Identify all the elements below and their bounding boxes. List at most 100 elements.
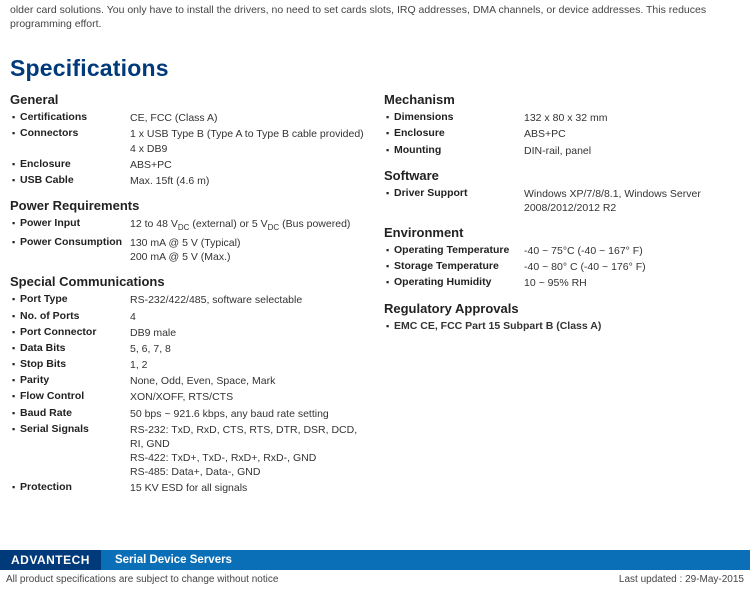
value-line: RS-232: TxD, RxD, CTS, RTS, DTR, DSR, DC… bbox=[130, 424, 357, 450]
value: Max. 15ft (4.6 m) bbox=[130, 174, 209, 188]
label: Operating Temperature bbox=[394, 244, 524, 256]
value-line: RS-422: TxD+, TxD-, RxD+, RxD-, GND bbox=[130, 452, 316, 464]
label: Baud Rate bbox=[20, 407, 130, 419]
value: 130 mA @ 5 V (Typical) 200 mA @ 5 V (Max… bbox=[130, 236, 240, 264]
value: RS-232: TxD, RxD, CTS, RTS, DTR, DSR, DC… bbox=[130, 423, 360, 480]
label: Serial Signals bbox=[20, 423, 130, 435]
row-dimensions: ▪ Dimensions 132 x 80 x 32 mm bbox=[384, 111, 740, 125]
label: No. of Ports bbox=[20, 310, 130, 322]
label: Operating Humidity bbox=[394, 276, 524, 288]
spec-columns: General ▪ Certifications CE, FCC (Class … bbox=[10, 92, 740, 497]
row-connectors: ▪ Connectors 1 x USB Type B (Type A to T… bbox=[10, 127, 366, 155]
bullet-icon: ▪ bbox=[384, 320, 394, 332]
row-flow-control: ▪ Flow Control XON/XOFF, RTS/CTS bbox=[10, 390, 366, 404]
label: Port Connector bbox=[20, 326, 130, 338]
label: Stop Bits bbox=[20, 358, 130, 370]
bullet-icon: ▪ bbox=[10, 342, 20, 353]
value: None, Odd, Even, Space, Mark bbox=[130, 374, 275, 388]
bullet-icon: ▪ bbox=[10, 174, 20, 185]
row-parity: ▪ Parity None, Odd, Even, Space, Mark bbox=[10, 374, 366, 388]
value: RS-232/422/485, software selectable bbox=[130, 293, 302, 307]
row-st-temp: ▪ Storage Temperature -40 ~ 80° C (-40 ~… bbox=[384, 260, 740, 274]
bullet-icon: ▪ bbox=[384, 244, 394, 255]
footer-disclaimer: All product specifications are subject t… bbox=[6, 574, 278, 585]
label: Flow Control bbox=[20, 390, 130, 402]
value: 50 bps ~ 921.6 kbps, any baud rate setti… bbox=[130, 407, 329, 421]
bullet-icon: ▪ bbox=[10, 390, 20, 401]
section-software: Software bbox=[384, 168, 740, 183]
row-serial-signals: ▪ Serial Signals RS-232: TxD, RxD, CTS, … bbox=[10, 423, 366, 480]
intro-text: older card solutions. You only have to i… bbox=[10, 4, 740, 37]
value: ABS+PC bbox=[130, 158, 172, 172]
value: DIN-rail, panel bbox=[524, 144, 591, 158]
value: -40 ~ 75°C (-40 ~ 167° F) bbox=[524, 244, 643, 258]
label: Enclosure bbox=[20, 158, 130, 170]
value-line: 4 x DB9 bbox=[130, 143, 167, 155]
bullet-icon: ▪ bbox=[10, 423, 20, 434]
bullet-icon: ▪ bbox=[10, 127, 20, 138]
value-line: 130 mA @ 5 V (Typical) bbox=[130, 237, 240, 249]
row-num-ports: ▪ No. of Ports 4 bbox=[10, 310, 366, 324]
brand-logo: ADVANTECH bbox=[0, 550, 101, 570]
bullet-icon: ▪ bbox=[384, 260, 394, 271]
row-port-connector: ▪ Port Connector DB9 male bbox=[10, 326, 366, 340]
value: 10 ~ 95% RH bbox=[524, 276, 587, 290]
row-usb-cable: ▪ USB Cable Max. 15ft (4.6 m) bbox=[10, 174, 366, 188]
label: Certifications bbox=[20, 111, 130, 123]
footer-bar: ADVANTECH Serial Device Servers bbox=[0, 550, 750, 570]
row-baud-rate: ▪ Baud Rate 50 bps ~ 921.6 kbps, any bau… bbox=[10, 407, 366, 421]
value: DB9 male bbox=[130, 326, 176, 340]
section-power: Power Requirements bbox=[10, 198, 366, 213]
specifications-title: Specifications bbox=[10, 55, 740, 82]
bullet-icon: ▪ bbox=[10, 217, 20, 228]
right-column: Mechanism ▪ Dimensions 132 x 80 x 32 mm … bbox=[384, 92, 740, 497]
value: Windows XP/7/8/8.1, Windows Server 2008/… bbox=[524, 187, 724, 215]
row-enclosure-r: ▪ Enclosure ABS+PC bbox=[384, 127, 740, 141]
footer-updated: Last updated : 29-May-2015 bbox=[619, 574, 744, 585]
section-special: Special Communications bbox=[10, 274, 366, 289]
row-op-temp: ▪ Operating Temperature -40 ~ 75°C (-40 … bbox=[384, 244, 740, 258]
bullet-icon: ▪ bbox=[10, 374, 20, 385]
label: Power Input bbox=[20, 217, 130, 229]
label: Mounting bbox=[394, 144, 524, 156]
footer-note: All product specifications are subject t… bbox=[0, 570, 750, 591]
label: Data Bits bbox=[20, 342, 130, 354]
value: 12 to 48 VDC (external) or 5 VDC (Bus po… bbox=[130, 217, 350, 234]
label: USB Cable bbox=[20, 174, 130, 186]
row-certifications: ▪ Certifications CE, FCC (Class A) bbox=[10, 111, 366, 125]
row-protection: ▪ Protection 15 KV ESD for all signals bbox=[10, 481, 366, 495]
value-line: RS-485: Data+, Data-, GND bbox=[130, 466, 260, 478]
bullet-icon: ▪ bbox=[10, 407, 20, 418]
label: Storage Temperature bbox=[394, 260, 524, 272]
value: -40 ~ 80° C (-40 ~ 176° F) bbox=[524, 260, 646, 274]
label: Parity bbox=[20, 374, 130, 386]
bullet-icon: ▪ bbox=[10, 158, 20, 169]
section-mechanism: Mechanism bbox=[384, 92, 740, 107]
row-stop-bits: ▪ Stop Bits 1, 2 bbox=[10, 358, 366, 372]
value: 4 bbox=[130, 310, 136, 324]
row-power-input: ▪ Power Input 12 to 48 VDC (external) or… bbox=[10, 217, 366, 234]
section-general: General bbox=[10, 92, 366, 107]
row-driver: ▪ Driver Support Windows XP/7/8/8.1, Win… bbox=[384, 187, 740, 215]
row-humidity: ▪ Operating Humidity 10 ~ 95% RH bbox=[384, 276, 740, 290]
label: Connectors bbox=[20, 127, 130, 139]
footer: ADVANTECH Serial Device Servers All prod… bbox=[0, 550, 750, 591]
bullet-icon: ▪ bbox=[10, 326, 20, 337]
value: 5, 6, 7, 8 bbox=[130, 342, 171, 356]
row-port-type: ▪ Port Type RS-232/422/485, software sel… bbox=[10, 293, 366, 307]
bullet-icon: ▪ bbox=[10, 310, 20, 321]
value: ABS+PC bbox=[524, 127, 566, 141]
footer-category: Serial Device Servers bbox=[101, 550, 750, 570]
row-emc: ▪ EMC CE, FCC Part 15 Subpart B (Class A… bbox=[384, 320, 740, 332]
bullet-icon: ▪ bbox=[10, 481, 20, 492]
bullet-icon: ▪ bbox=[384, 111, 394, 122]
value: CE, FCC (Class A) bbox=[130, 111, 218, 125]
row-data-bits: ▪ Data Bits 5, 6, 7, 8 bbox=[10, 342, 366, 356]
value: 15 KV ESD for all signals bbox=[130, 481, 247, 495]
bullet-icon: ▪ bbox=[10, 293, 20, 304]
bullet-icon: ▪ bbox=[384, 187, 394, 198]
label: Driver Support bbox=[394, 187, 524, 199]
left-column: General ▪ Certifications CE, FCC (Class … bbox=[10, 92, 366, 497]
bullet-icon: ▪ bbox=[10, 111, 20, 122]
value: 132 x 80 x 32 mm bbox=[524, 111, 607, 125]
